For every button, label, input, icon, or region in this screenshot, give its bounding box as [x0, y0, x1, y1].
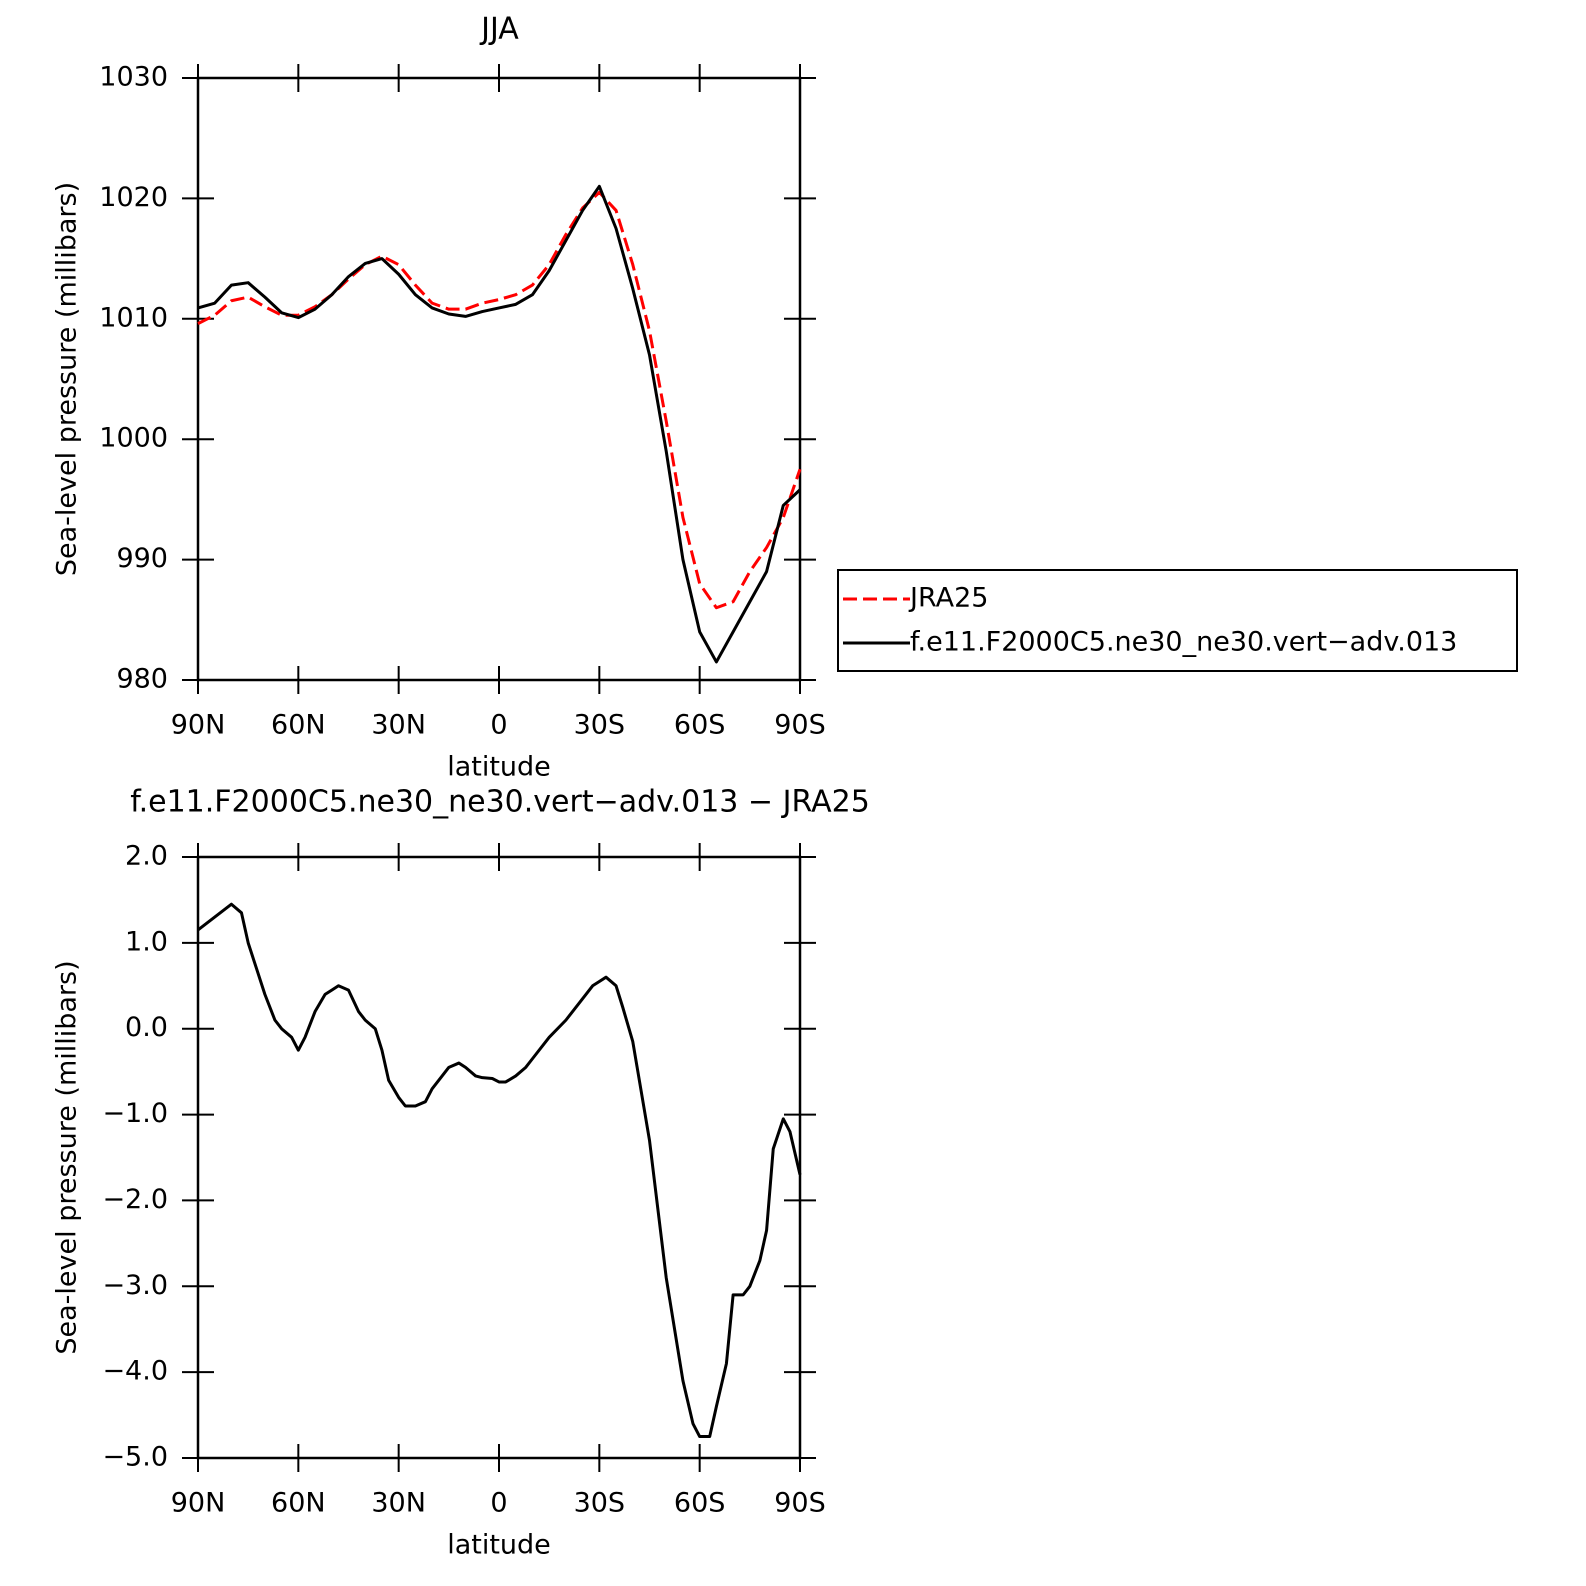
y-axis-label: Sea-level pressure (millibars) [52, 960, 83, 1354]
x-tick-label: 30S [574, 710, 626, 741]
x-tick-label: 90N [171, 1488, 226, 1519]
legend-label: f.e11.F2000C5.ne30_ne30.vert−adv.013 [910, 627, 1457, 658]
x-tick-label: 30S [574, 1488, 626, 1519]
y-axis-label: Sea-level pressure (millibars) [52, 182, 83, 576]
x-tick-label: 60N [271, 710, 326, 741]
series-line [197, 184, 802, 664]
legend-label: JRA25 [908, 583, 988, 614]
y-tick-label: −1.0 [102, 1098, 168, 1129]
x-tick-label: 0 [490, 1488, 507, 1519]
plot-frame [196, 76, 802, 682]
y-tick-label: 1.0 [125, 926, 168, 957]
y-tick-label: 1010 [99, 302, 168, 333]
x-tick-label: 0 [490, 710, 507, 741]
x-tick-label: 30N [371, 710, 426, 741]
series-line [197, 902, 802, 1439]
x-tick-label: 60S [674, 710, 726, 741]
x-tick-label: 60S [674, 1488, 726, 1519]
y-tick-label: −4.0 [102, 1356, 168, 1387]
x-axis-label: latitude [447, 1530, 551, 1561]
x-tick-label: 90S [774, 710, 826, 741]
x-tick-label: 90N [171, 710, 226, 741]
y-tick-label: −5.0 [102, 1442, 168, 1473]
chart-title: JJA [479, 12, 519, 47]
series-line [197, 190, 802, 610]
y-tick-label: −3.0 [102, 1270, 168, 1301]
y-tick-label: 1000 [99, 423, 168, 454]
y-tick-label: 990 [116, 543, 168, 574]
x-tick-label: 60N [271, 1488, 326, 1519]
y-tick-label: 980 [116, 664, 168, 695]
x-tick-label: 30N [371, 1488, 426, 1519]
y-tick-label: 0.0 [125, 1012, 168, 1043]
legend-box [837, 569, 1518, 672]
y-tick-label: 1020 [99, 182, 168, 213]
chart-title: f.e11.F2000C5.ne30_ne30.vert−adv.013 − J… [130, 785, 870, 820]
y-tick-label: −2.0 [102, 1184, 168, 1215]
plot-frame [196, 855, 802, 1460]
x-axis-label: latitude [447, 752, 551, 783]
y-tick-label: 1030 [99, 62, 168, 93]
y-tick-label: 2.0 [125, 841, 168, 872]
x-tick-label: 90S [774, 1488, 826, 1519]
